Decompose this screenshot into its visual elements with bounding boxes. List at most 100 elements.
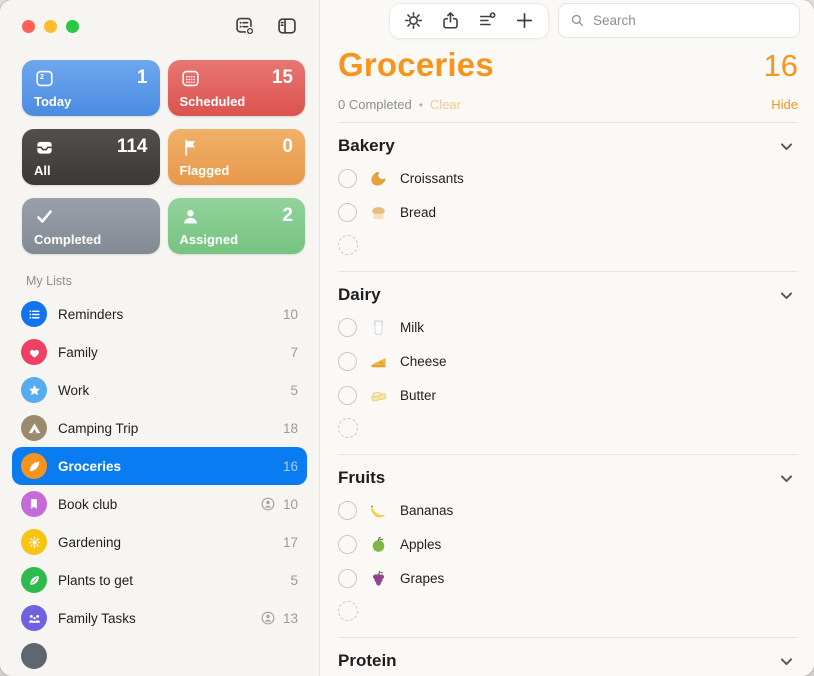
gear-icon <box>403 10 424 31</box>
sidebar-item-gardening[interactable]: Gardening 17 <box>12 523 307 561</box>
new-reminder-placeholder[interactable] <box>338 418 358 438</box>
sidebar-item-plants-to-get[interactable]: Plants to get 5 <box>12 561 307 599</box>
reminder-title[interactable]: Cheese <box>400 353 447 369</box>
smart-list-today[interactable]: 2 1 Today <box>22 60 160 116</box>
clear-button[interactable]: Clear <box>429 97 461 112</box>
smart-list-scheduled[interactable]: 15 Scheduled <box>167 60 305 116</box>
window-controls <box>22 19 79 33</box>
gear-button[interactable] <box>395 5 432 37</box>
list-add-button[interactable] <box>469 5 506 37</box>
close-button[interactable] <box>22 19 35 33</box>
reminder-checkbox[interactable] <box>338 351 357 371</box>
reminder-checkbox[interactable] <box>338 168 357 188</box>
sidebar-item-book-club[interactable]: Book club 10 <box>12 485 307 523</box>
new-reminder-placeholder[interactable] <box>338 235 358 255</box>
reminder-title[interactable]: Apples <box>400 536 442 552</box>
calendar-grid-icon <box>180 68 201 89</box>
list-name: Camping Trip <box>58 420 139 436</box>
completed-count-text: 0 Completed <box>338 97 412 112</box>
reminder-checkbox[interactable] <box>338 534 357 554</box>
chevron-down-icon[interactable] <box>777 137 796 156</box>
smart-list-flagged[interactable]: 0 Flagged <box>167 129 305 185</box>
smart-list-top-row <box>34 206 148 227</box>
search-placeholder: Search <box>593 13 636 28</box>
smart-list-count: 2 <box>282 205 293 226</box>
sidebar-item-item[interactable] <box>12 637 307 675</box>
list-count: 10 <box>282 496 298 512</box>
reminder-checkbox[interactable] <box>338 500 357 520</box>
list-count: 13 <box>282 610 298 626</box>
divider <box>338 122 798 123</box>
new-reminder-placeholder[interactable] <box>338 601 358 621</box>
section-name: Dairy <box>338 285 381 304</box>
reminder-title[interactable]: Croissants <box>400 170 464 186</box>
sidebar-item-work[interactable]: Work 5 <box>12 371 307 409</box>
chevron-down-icon[interactable] <box>777 286 796 305</box>
new-list-icon[interactable] <box>231 12 259 40</box>
reminder-item-grapes: Grapes <box>338 561 798 595</box>
smart-list-count: 15 <box>271 67 293 88</box>
reminder-item-croissants: Croissants <box>338 161 798 195</box>
sidebar-item-camping-trip[interactable]: Camping Trip 18 <box>12 409 307 447</box>
reminder-title[interactable]: Butter <box>400 387 437 403</box>
tray-icon <box>34 137 55 158</box>
search-icon <box>569 12 586 29</box>
list-count: 18 <box>282 420 298 436</box>
smart-list-top-row: 15 <box>180 67 293 89</box>
list-count-group: 18 <box>283 421 298 436</box>
section-name: Bakery <box>338 136 395 155</box>
chevron-down-icon[interactable] <box>777 652 796 671</box>
list-count: 10 <box>282 306 298 322</box>
section-header-bakery: Bakery <box>338 123 798 161</box>
reminder-item-bananas: Bananas <box>338 493 798 527</box>
list-name: Book club <box>58 496 118 512</box>
sidebar: 2 1 Today 15 Scheduled 114 All 0 Flagged Complete… <box>0 0 320 676</box>
reminder-title[interactable]: Milk <box>400 319 424 335</box>
list-count: 7 <box>290 344 298 360</box>
smart-list-completed[interactable]: Completed <box>22 198 160 254</box>
main-toolbar: Search <box>320 0 814 41</box>
banana-icon <box>369 501 388 520</box>
reminder-title[interactable]: Bread <box>400 204 437 220</box>
chevron-down-icon[interactable] <box>777 469 796 488</box>
smart-list-assigned[interactable]: 2 Assigned <box>167 198 305 254</box>
list-count-group: 10 <box>260 496 298 512</box>
share-button[interactable] <box>432 5 469 37</box>
main-pane: Search Groceries 16 0 Completed • Clear … <box>320 0 814 676</box>
reminder-checkbox[interactable] <box>338 568 357 588</box>
sidebar-toolbar <box>0 0 319 52</box>
croissant-icon <box>369 169 388 188</box>
sidebar-item-reminders[interactable]: Reminders 10 <box>12 295 307 333</box>
list-count: 16 <box>282 458 298 474</box>
section-header-fruits: Fruits <box>338 455 798 493</box>
list-header: Groceries 16 <box>338 46 798 84</box>
smart-list-label: Today <box>34 94 72 109</box>
toggle-sidebar-icon[interactable] <box>273 12 301 40</box>
sidebar-item-groceries[interactable]: Groceries 16 <box>12 447 307 485</box>
plus-button[interactable] <box>506 5 543 37</box>
reminder-checkbox[interactable] <box>338 202 357 222</box>
tent-icon <box>21 415 47 441</box>
bread-icon <box>369 203 388 222</box>
reminder-item-apples: Apples <box>338 527 798 561</box>
calendar-today-icon: 2 <box>34 68 55 89</box>
reminder-checkbox[interactable] <box>338 317 357 337</box>
minimize-button[interactable] <box>44 19 57 33</box>
smart-list-all[interactable]: 114 All <box>22 129 160 185</box>
feather-icon <box>21 453 47 479</box>
reminder-title[interactable]: Bananas <box>400 502 454 518</box>
sidebar-item-family[interactable]: Family 7 <box>12 333 307 371</box>
svg-text:2: 2 <box>40 73 44 81</box>
bullet-list-icon <box>21 301 47 327</box>
bookmark-icon <box>21 491 47 517</box>
hide-button[interactable]: Hide <box>771 97 798 112</box>
reminder-checkbox[interactable] <box>338 385 357 405</box>
list-count-group: 16 <box>283 459 298 474</box>
sidebar-item-family-tasks[interactable]: Family Tasks 13 <box>12 599 307 637</box>
reminder-title[interactable]: Grapes <box>400 570 445 586</box>
share-icon <box>440 10 461 31</box>
search-input[interactable]: Search <box>558 3 800 38</box>
smart-list-label: Flagged <box>179 163 230 178</box>
smart-list-top-row: 0 <box>180 137 293 158</box>
zoom-button[interactable] <box>66 19 79 33</box>
